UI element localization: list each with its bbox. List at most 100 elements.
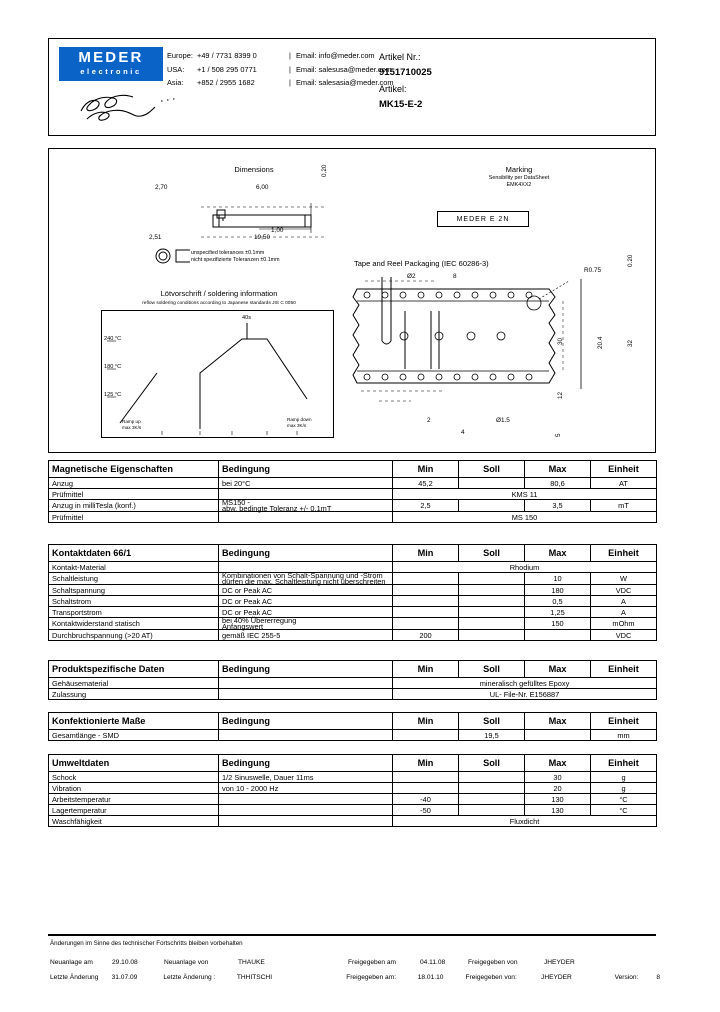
table-row: Gehäusematerial mineralisch gefülltes Ep… [48,677,657,689]
footer-divider [48,934,656,936]
contact-region-label: Asia: [167,78,184,87]
dimension-mid: 1,00 [271,227,284,234]
row-name: Waschfähigkeit [48,815,219,827]
reflow-profile-curve [107,323,308,435]
footer-row-created: Neuanlage am 29.10.08 Neuanlage von THAU… [50,955,660,970]
header-bedingung: Bedingung [218,660,393,678]
company-logo: MEDER electronic [59,47,175,121]
row-condition: gemäß IEC 255-5 [218,629,393,642]
row-name: Prüfmittel [48,511,219,524]
contact-separator: | [289,51,291,60]
row-soll [458,595,525,608]
released2-date: 18.01.10 [417,974,444,981]
tape-dim-pitch: 8 [453,273,457,280]
row-span-value: mineralisch gefülltes Epoxy [392,677,657,689]
header-soll: Soll [458,712,525,730]
row-max: 130 [524,793,591,805]
row-min: 2,5 [392,498,459,513]
row-max: 0,5 [524,595,591,608]
row-name: Schaltstrom [48,595,219,608]
row-min [392,606,459,619]
header-bedingung: Bedingung [218,712,393,730]
row-name: Anzug [48,477,219,489]
row-unit: VDC [590,584,657,597]
row-soll [458,477,525,489]
soldering-subtitle: reflow soldering conditions according to… [142,301,296,306]
row-span-value: Rhodium [392,561,657,573]
table-header-row: Umweltdaten Bedingung Min Soll Max Einhe… [48,754,657,772]
article-number-value: 9151710025 [379,67,432,78]
reflow-profile-chart: 240 °C 180 °C 125 °C 40s Ramp up max 3K/… [101,310,334,438]
table-row: Schaltleistung Kombinationen von Schalt-… [48,571,657,586]
header-bedingung: Bedingung [218,460,393,478]
contact-phone: +49 / 7731 8399 0 [197,51,257,60]
chart-note-left: Ramp up max 3K/s [122,419,141,431]
contact-email-label: Email: [296,64,317,74]
contact-email: salesasia@meder.com [318,78,394,87]
contact-email: salesusa@meder.com [318,64,392,74]
header-min: Min [392,544,459,562]
row-max: 3,5 [524,498,591,513]
table-row: Zulassung UL- File-Nr. E156887 [48,688,657,700]
row-condition [218,729,393,741]
contact-email: info@meder.com [318,51,375,60]
row-min [392,782,459,794]
table-row: Prüfmittel KMS 11 [48,488,657,500]
header-soll: Soll [458,460,525,478]
table-row: Waschfähigkeit Fluxdicht [48,815,657,827]
dimension-top-mid: 6,00 [256,184,269,191]
contact-block: Europe: +49 / 7731 8399 0 | Email: info@… [167,49,393,90]
row-soll [458,629,525,642]
tolerance-line1: unspecified tolerances ±0.1mm [191,250,265,256]
tape-dim-2: 2 [427,417,431,424]
condition-line1: bei 40% Übererregung [222,616,297,626]
header-einheit: Einheit [590,712,657,730]
chart-note-right-line1: Ramp down [287,417,312,422]
row-max: 1,25 [524,606,591,619]
created-date: 29.10.08 [112,959,138,966]
footer-revision-block: Neuanlage am 29.10.08 Neuanlage von THAU… [50,955,660,985]
tape-dim-204: 20.4 [597,336,604,349]
row-soll [458,771,525,783]
table-row: Schaltstrom DC or Peak AC 0,5 A [48,595,657,608]
row-max [524,729,591,741]
table-row: Kontaktwiderstand statisch bei 40% Übere… [48,616,657,631]
pin-symbol-icon [216,209,226,221]
row-condition [218,511,393,524]
chart-y-label-2: 125 °C [104,392,122,398]
table-row: Vibration von 10 - 2000 Hz 20 g [48,782,657,794]
created-label: Neuanlage am [50,959,93,966]
header-max: Max [524,660,591,678]
row-min [392,771,459,783]
row-span-value: Fluxdicht [392,815,657,827]
logo-subbrand-text: electronic [80,67,142,76]
row-name: Durchbruchspannung (>20 AT) [48,629,219,642]
row-unit: °C [590,804,657,816]
table-row: Schaltspannung DC or Peak AC 180 VDC [48,584,657,597]
condition-line1: MS150 - [222,498,250,507]
row-max [524,629,591,642]
tolerance-line2: nicht spezifizierte Toleranzen ±0.1mm [191,257,280,263]
released2-by-label: Freigegeben von: [465,974,517,981]
row-unit: mm [590,729,657,741]
row-name: Vibration [48,782,219,794]
row-max: 10 [524,571,591,586]
row-condition: Kombinationen von Schalt-Spannung und -S… [218,572,393,586]
row-name: Schaltleistung [48,571,219,586]
released-by-label: Freigegeben von [468,959,518,966]
row-soll [458,804,525,816]
header-min: Min [392,460,459,478]
contact-region-label: USA: [167,64,185,74]
chart-peak-label: 40s [242,315,252,321]
table-row: Prüfmittel MS 150 [48,511,657,524]
tape-reel-drawing [352,277,582,402]
tape-dim-hole-small: Ø1.5 [496,417,510,424]
article-label: Artikel: [379,84,407,94]
tape-dim-30: 30 [557,337,564,345]
table-row: Gesamtlänge - SMD 19,5 mm [48,729,657,741]
row-name: Schaltspannung [48,584,219,597]
row-name: Anzug in milliTesla (konf.) [48,498,219,513]
row-soll [458,498,525,513]
table-row: Anzug bei 20°C 45,2 80,6 AT [48,477,657,489]
